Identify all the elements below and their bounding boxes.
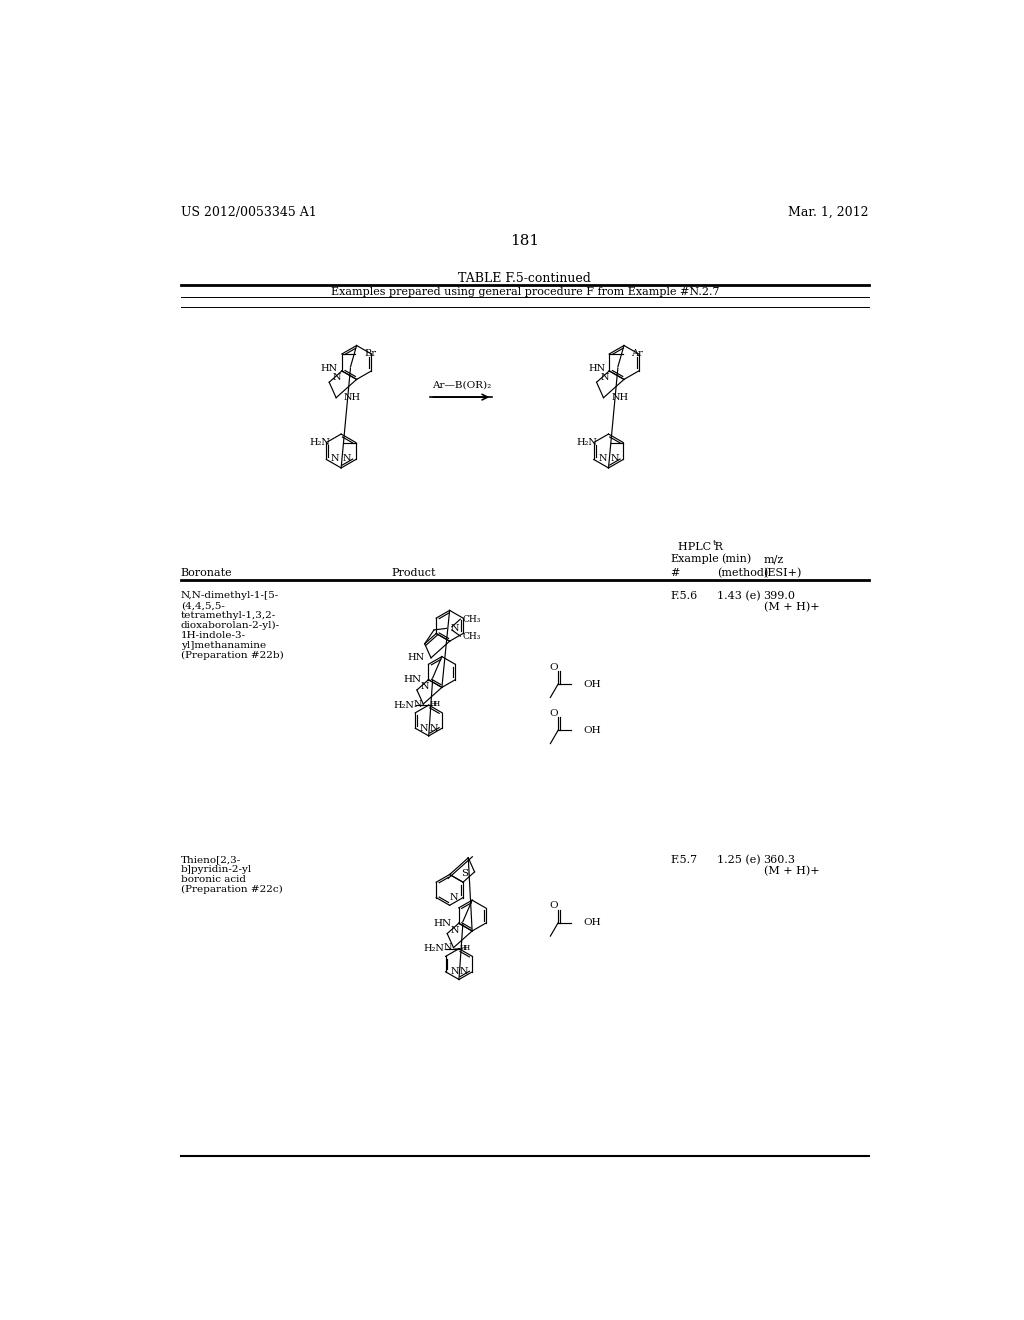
Text: (method): (method) (717, 568, 768, 578)
Text: 360.3: 360.3 (764, 855, 796, 865)
Text: US 2012/0053345 A1: US 2012/0053345 A1 (180, 206, 316, 219)
Text: H₂N: H₂N (393, 701, 414, 710)
Text: boronic acid: boronic acid (180, 875, 246, 884)
Text: (Preparation #22b): (Preparation #22b) (180, 651, 284, 660)
Text: Example: Example (671, 554, 719, 564)
Text: H₂N: H₂N (423, 944, 444, 953)
Text: NH: NH (611, 393, 629, 403)
Text: O: O (549, 663, 558, 672)
Text: 399.0: 399.0 (764, 591, 796, 601)
Text: Br: Br (365, 350, 377, 359)
Text: Ar: Ar (631, 350, 642, 359)
Text: OH: OH (584, 919, 601, 927)
Text: H: H (429, 700, 437, 708)
Text: Examples prepared using general procedure F from Example #N.2.7: Examples prepared using general procedur… (331, 286, 719, 297)
Text: 181: 181 (510, 234, 540, 248)
Text: HPLC R: HPLC R (678, 543, 723, 552)
Text: N: N (600, 374, 609, 381)
Text: 1.25 (e): 1.25 (e) (717, 855, 761, 866)
Text: S: S (461, 869, 468, 878)
Text: N: N (460, 968, 469, 977)
Text: Thieno[2,3-: Thieno[2,3- (180, 855, 241, 865)
Text: (M + H)+: (M + H)+ (764, 866, 819, 876)
Text: N,N-dimethyl-1-[5-: N,N-dimethyl-1-[5- (180, 591, 279, 601)
Text: b]pyridin-2-yl: b]pyridin-2-yl (180, 866, 252, 874)
Text: F.5.6: F.5.6 (671, 591, 697, 601)
Text: HN: HN (434, 919, 452, 928)
Text: Ar—B(OR)₂: Ar—B(OR)₂ (432, 380, 490, 389)
Text: N: N (610, 454, 618, 463)
Text: N: N (451, 968, 459, 977)
Text: t: t (713, 539, 716, 546)
Text: —: — (454, 945, 463, 953)
Text: dioxaborolan-2-yl)-: dioxaborolan-2-yl)- (180, 622, 280, 630)
Text: N: N (443, 944, 452, 952)
Text: N: N (430, 723, 438, 733)
Text: tetramethyl-1,3,2-: tetramethyl-1,3,2- (180, 611, 275, 620)
Text: HN: HN (403, 676, 422, 684)
Text: HN: HN (588, 364, 605, 374)
Text: yl]methanamine: yl]methanamine (180, 642, 266, 651)
Text: H: H (463, 944, 470, 952)
Text: Boronate: Boronate (180, 568, 232, 578)
Text: (M + H)+: (M + H)+ (764, 602, 819, 612)
Text: #: # (671, 568, 680, 578)
Text: m/z: m/z (764, 554, 783, 564)
Text: OH: OH (584, 726, 601, 735)
Text: O: O (549, 709, 558, 718)
Text: HN: HN (408, 653, 425, 663)
Text: F.5.7: F.5.7 (671, 855, 697, 865)
Text: 1.43 (e): 1.43 (e) (717, 591, 761, 602)
Text: N: N (333, 374, 342, 381)
Text: N: N (414, 700, 422, 709)
Text: (ESI+): (ESI+) (764, 568, 802, 578)
Text: (4,4,5,5-: (4,4,5,5- (180, 601, 224, 610)
Text: TABLE F.5-continued: TABLE F.5-continued (459, 272, 591, 285)
Text: Mar. 1, 2012: Mar. 1, 2012 (788, 206, 869, 219)
Text: (Preparation #22c): (Preparation #22c) (180, 886, 283, 895)
Text: O: O (549, 902, 558, 911)
Text: N: N (343, 454, 351, 463)
Text: N: N (451, 927, 460, 935)
Text: N: N (331, 454, 340, 463)
Text: N: N (451, 624, 459, 632)
Text: N: N (421, 682, 429, 692)
Text: Product: Product (391, 568, 436, 578)
Text: CH₃: CH₃ (463, 615, 481, 623)
Text: 1H-indole-3-: 1H-indole-3- (180, 631, 246, 640)
Text: NH: NH (344, 393, 361, 403)
Text: —: — (423, 701, 433, 710)
Text: N: N (450, 894, 459, 902)
Text: OH: OH (584, 680, 601, 689)
Text: H₂N: H₂N (577, 438, 597, 447)
Text: H: H (460, 944, 467, 952)
Text: CH₃: CH₃ (463, 631, 481, 640)
Text: (min): (min) (721, 554, 752, 565)
Text: H: H (432, 700, 440, 708)
Text: HN: HN (321, 364, 338, 374)
Text: H₂N: H₂N (309, 438, 330, 447)
Text: N: N (420, 723, 428, 733)
Text: N: N (598, 454, 607, 463)
